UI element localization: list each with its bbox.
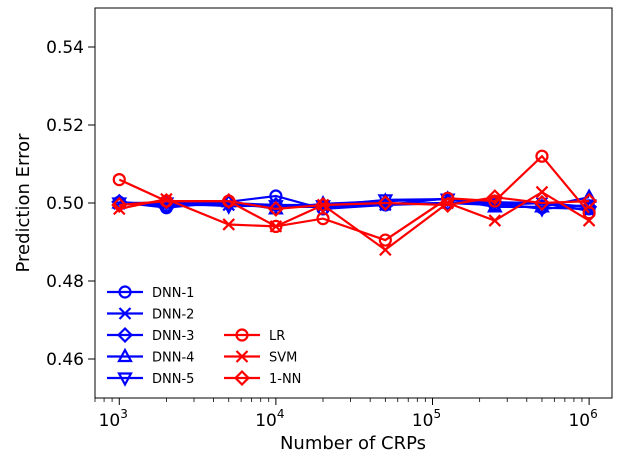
data-point-svm-9 — [535, 185, 549, 199]
y-tick-label-2: 0.48 — [46, 272, 84, 292]
x-tick-label-1: 103 — [99, 407, 128, 431]
data-point-lr-1 — [112, 173, 126, 187]
legend-label-dnn-3: DNN-3 — [152, 329, 194, 344]
legend-marker-dnn-4 — [117, 347, 133, 363]
legend-entry-dnn-4: DNN-4 — [107, 347, 194, 366]
data-point-svm-8 — [488, 214, 502, 227]
legend-label-dnn-5: DNN-5 — [152, 372, 194, 387]
legend-marker-dnn-2 — [118, 307, 132, 320]
x-axis-label: Number of CRPs — [280, 433, 426, 454]
legend-label-dnn-1: DNN-1 — [152, 286, 194, 301]
legend-marker-dnn-3 — [116, 326, 134, 344]
data-point-lr-6 — [378, 233, 392, 247]
x-tick-label-2: 104 — [255, 407, 284, 431]
y-tick-label-5: 0.54 — [46, 38, 84, 58]
data-point-lr-8 — [488, 194, 502, 208]
legend-marker-lr — [235, 328, 249, 342]
legend-entry-1-nn: 1-NN — [224, 369, 301, 387]
legend-marker-svm — [235, 350, 249, 363]
series-layer — [111, 149, 598, 257]
data-point-1-nn-5 — [314, 196, 332, 214]
data-point-1-nn-3 — [220, 192, 237, 210]
y-tick-label-1: 0.46 — [46, 350, 84, 370]
legend-entry-dnn-1: DNN-1 — [107, 285, 194, 301]
data-point-dnn-5-9 — [534, 203, 550, 218]
data-point-lr-5 — [316, 212, 330, 226]
legend-label-svm: SVM — [269, 351, 297, 366]
legend-label-1-nn: 1-NN — [269, 372, 301, 387]
legend-entry-dnn-5: DNN-5 — [107, 372, 194, 387]
data-point-1-nn-8 — [486, 189, 503, 206]
data-point-dnn-5-8 — [486, 197, 503, 212]
data-point-1-nn-1 — [111, 196, 128, 214]
legend-marker-dnn-1 — [118, 285, 132, 299]
x-tick-label-3: 105 — [412, 407, 441, 431]
x-tick-label-4: 106 — [568, 407, 597, 431]
legend-label-dnn-2: DNN-2 — [152, 308, 194, 323]
legend-entry-dnn-2: DNN-2 — [107, 307, 194, 323]
legend-label-lr: LR — [269, 329, 285, 344]
legend-marker-dnn-5 — [117, 372, 133, 387]
data-point-1-nn-6 — [377, 194, 394, 212]
y-axis-label: Prediction Error — [13, 133, 34, 273]
data-point-1-nn-10 — [581, 192, 598, 210]
data-point-1-nn-2 — [158, 192, 175, 210]
data-point-svm-4 — [269, 220, 283, 233]
data-point-svm-10 — [582, 214, 596, 227]
legend-entry-lr: LR — [224, 328, 285, 344]
series-line-1-nn — [119, 196, 590, 211]
data-point-svm-3 — [222, 218, 236, 231]
legend-marker-1-nn — [233, 369, 251, 387]
series-1-nn — [111, 189, 598, 217]
legend-entry-svm: SVM — [224, 350, 297, 366]
axis-layer: 103 104 105 106 0.46 0.48 0.50 0.52 0.54 — [46, 38, 598, 431]
series-line-svm — [119, 190, 590, 252]
y-tick-label-4: 0.52 — [46, 116, 84, 136]
data-point-1-nn-7 — [439, 196, 456, 214]
data-point-svm-6 — [379, 243, 392, 257]
data-point-1-nn-4 — [267, 200, 284, 217]
data-point-1-nn-9 — [533, 194, 551, 212]
legend-entry-dnn-3: DNN-3 — [107, 326, 194, 344]
data-point-lr-9 — [535, 149, 549, 163]
y-tick-label-3: 0.50 — [46, 194, 84, 214]
legend: DNN-1 DNN-2 DNN-3 DNN-4 DNN-5 LR SVM 1-NN — [107, 285, 301, 387]
legend-label-dnn-4: DNN-4 — [152, 351, 194, 366]
